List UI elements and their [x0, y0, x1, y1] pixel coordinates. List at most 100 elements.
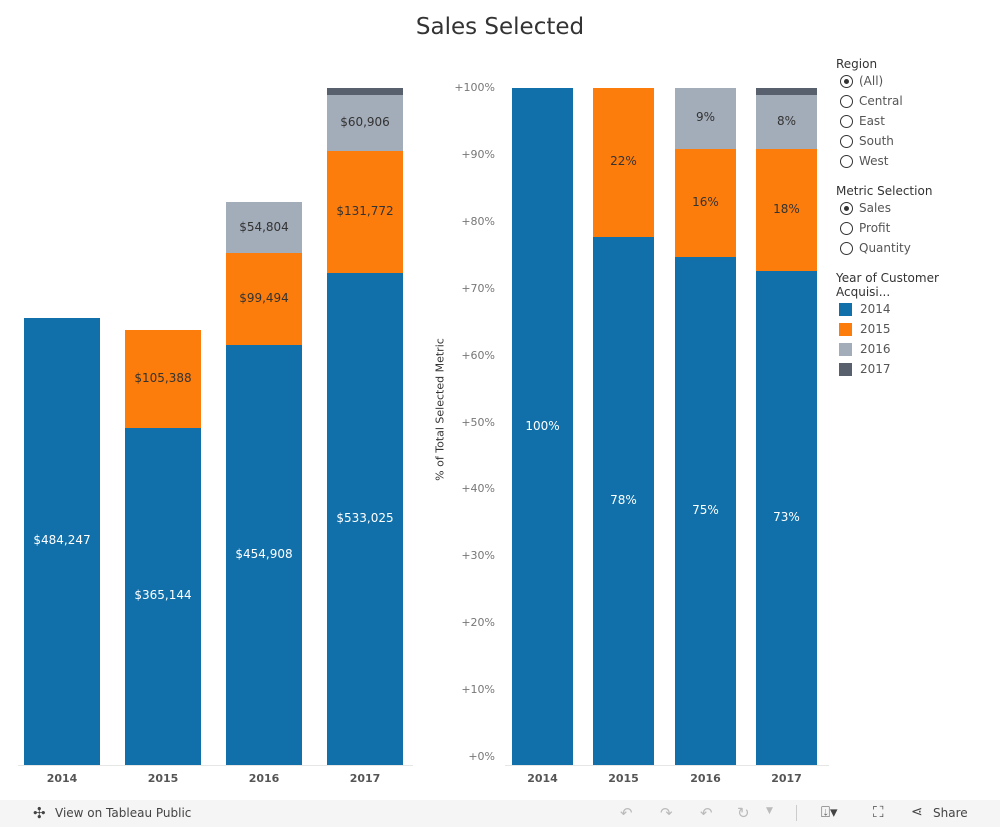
y-axis-title: % of Total Selected Metric [433, 338, 447, 481]
bar-segment-2014[interactable] [756, 270, 817, 765]
axis-line [505, 765, 829, 766]
data-label: 8% [776, 113, 797, 128]
radio-metric-option[interactable]: Profit [836, 218, 996, 238]
bar-segment-2014[interactable] [125, 427, 201, 765]
bar-segment-2015[interactable] [226, 252, 302, 345]
radio-button[interactable] [840, 114, 853, 128]
y-tick-label: +40% [461, 482, 495, 496]
legend-label: 2014 [860, 302, 891, 316]
bar-segment-2017[interactable] [327, 87, 403, 95]
bar-segment-2016[interactable] [675, 88, 736, 149]
data-label: $60,906 [340, 114, 390, 129]
data-label: 78% [610, 492, 637, 507]
legend-swatch [839, 322, 852, 336]
axis-line [18, 765, 413, 766]
data-label: 22% [610, 154, 637, 169]
data-label: 16% [692, 195, 719, 210]
bar-segment-2014[interactable] [593, 236, 654, 765]
bar-segment-2015[interactable] [675, 148, 736, 258]
option-label: South [859, 134, 894, 148]
radio-metric-option[interactable]: Sales [836, 198, 996, 218]
bar-segment-2015[interactable] [327, 150, 403, 273]
x-tick-label: 2016 [690, 772, 721, 785]
divider [796, 805, 797, 821]
legend-label: 2015 [860, 322, 891, 336]
option-label: Central [859, 94, 903, 108]
data-label: $105,388 [134, 371, 192, 386]
x-tick-label: 2017 [771, 772, 802, 785]
x-tick-label: 2014 [527, 772, 558, 785]
x-tick-label: 2016 [248, 772, 280, 785]
legend-swatch [839, 302, 852, 316]
data-label: 100% [525, 418, 560, 433]
undo-icon[interactable]: ↶ [620, 804, 633, 822]
legend-swatch [839, 342, 852, 356]
option-label: Sales [859, 201, 891, 215]
radio-button[interactable] [840, 154, 853, 168]
x-tick-label: 2015 [608, 772, 639, 785]
radio-button[interactable] [840, 241, 853, 255]
y-tick-label: +10% [461, 683, 495, 697]
bar-segment-2014[interactable] [24, 317, 100, 765]
bar-segment-2014[interactable] [226, 344, 302, 765]
metric-filter-title: Metric Selection [836, 184, 933, 198]
legend-title: Year of Customer Acquisi... [836, 271, 939, 299]
legend-swatch [839, 362, 852, 376]
radio-button[interactable] [840, 221, 853, 235]
bar-segment-2017[interactable] [756, 88, 817, 95]
option-label: West [859, 154, 889, 168]
option-label: East [859, 114, 885, 128]
radio-region-option[interactable]: East [836, 111, 996, 131]
chevron-down-icon[interactable]: ▼ [766, 806, 773, 816]
radio-region-option[interactable]: (All) [836, 71, 996, 91]
data-label: $99,494 [239, 290, 289, 305]
data-label: 18% [773, 201, 800, 216]
toolbar: ✣ View on Tableau Public ↶ ↷ ↶ ↻ ▼ ⍗▾ ⛶ … [0, 800, 1000, 827]
data-label: $484,247 [33, 533, 91, 548]
tableau-logo-icon: ✣ [33, 804, 46, 822]
bar-segment-2014[interactable] [675, 257, 736, 765]
bar-segment-2016[interactable] [327, 94, 403, 151]
legend-item[interactable]: 2017 [836, 359, 996, 379]
bar-segment-2014[interactable] [512, 88, 573, 765]
option-label: Quantity [859, 241, 911, 255]
y-tick-label: +100% [454, 81, 495, 94]
share-button[interactable]: Share [933, 806, 968, 820]
y-tick-label: +70% [461, 281, 495, 295]
chart-title: Sales Selected [415, 14, 585, 40]
option-label: (All) [859, 74, 884, 88]
x-tick-label: 2017 [349, 772, 381, 785]
view-on-tableau-link[interactable]: View on Tableau Public [55, 806, 192, 820]
legend-item[interactable]: 2015 [836, 319, 996, 339]
filter-panel: Region (All) Central East South West Metric … [836, 57, 996, 379]
option-label: Profit [859, 221, 891, 235]
download-icon[interactable]: ⍗▾ [821, 803, 838, 821]
data-label: $131,772 [336, 203, 394, 218]
radio-button[interactable] [840, 201, 853, 215]
radio-button[interactable] [840, 74, 853, 88]
radio-button[interactable] [840, 94, 853, 108]
redo-icon[interactable]: ↷ [660, 804, 673, 822]
data-label: $533,025 [336, 510, 394, 525]
revert-icon[interactable]: ↶ [700, 804, 713, 822]
fullscreen-icon[interactable]: ⛶ [873, 803, 884, 821]
x-tick-label: 2014 [46, 772, 78, 785]
data-label: 73% [773, 509, 800, 524]
radio-metric-option[interactable]: Quantity [836, 238, 996, 258]
radio-region-option[interactable]: Central [836, 91, 996, 111]
bar-segment-2015[interactable] [593, 88, 654, 237]
bar-segment-2014[interactable] [327, 272, 403, 765]
bar-segment-2016[interactable] [226, 202, 302, 253]
bar-segment-2016[interactable] [756, 94, 817, 149]
share-icon[interactable]: ⋖ [911, 804, 923, 820]
legend-item[interactable]: 2016 [836, 339, 996, 359]
radio-button[interactable] [840, 134, 853, 148]
radio-region-option[interactable]: West [836, 151, 996, 171]
y-tick-label: +80% [461, 214, 495, 228]
legend-item[interactable]: 2014 [836, 299, 996, 319]
bar-segment-2015[interactable] [756, 148, 817, 271]
refresh-icon[interactable]: ↻ [737, 804, 750, 822]
radio-region-option[interactable]: South [836, 131, 996, 151]
bar-segment-2015[interactable] [125, 330, 201, 428]
y-tick-label: +20% [461, 616, 495, 630]
